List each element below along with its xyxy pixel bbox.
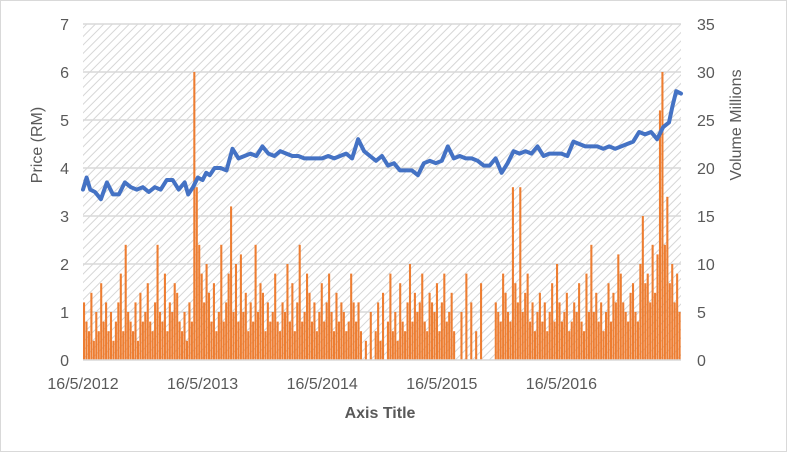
left-axis-ticks: 0 1 2 3 4 5 6 7: [60, 17, 69, 370]
y-left-tick-label: 5: [60, 113, 69, 130]
x-tick-label: 16/5/2012: [47, 376, 118, 393]
y-right-tick-label: 0: [697, 353, 706, 370]
y-right-tick-label: 5: [697, 305, 706, 322]
y-left-tick-label: 0: [60, 353, 69, 370]
price-line: [81, 89, 683, 202]
y-axis-left-title: Price (RM): [29, 107, 46, 183]
y-right-tick-label: 30: [697, 65, 715, 82]
gridlines: [83, 23, 681, 313]
y-right-tick-label: 35: [697, 17, 715, 34]
x-axis-title: Axis Title: [345, 405, 416, 422]
y-right-tick-label: 10: [697, 257, 715, 274]
y-left-tick-label: 7: [60, 17, 69, 34]
y-left-tick-label: 6: [60, 65, 69, 82]
y-left-tick-label: 2: [60, 257, 69, 274]
y-right-tick-label: 20: [697, 161, 715, 178]
y-left-tick-label: 1: [60, 305, 69, 322]
x-axis-ticks: 16/5/2012 16/5/2013 16/5/2014 16/5/2015 16/5…: [47, 376, 597, 393]
x-tick-label: 16/5/2013: [167, 376, 238, 393]
right-axis-ticks: 0 5 10 15 20 25 30 35: [697, 17, 715, 370]
y-left-tick-label: 4: [60, 161, 69, 178]
x-tick-label: 16/5/2014: [287, 376, 358, 393]
volume-bars: [83, 72, 681, 361]
x-tick-label: 16/5/2015: [406, 376, 477, 393]
y-axis-right-title: Volume Millions: [728, 69, 745, 180]
x-tick-label: 16/5/2016: [526, 376, 597, 393]
y-right-tick-label: 25: [697, 113, 715, 130]
y-right-tick-label: 15: [697, 209, 715, 226]
y-left-tick-label: 3: [60, 209, 69, 226]
